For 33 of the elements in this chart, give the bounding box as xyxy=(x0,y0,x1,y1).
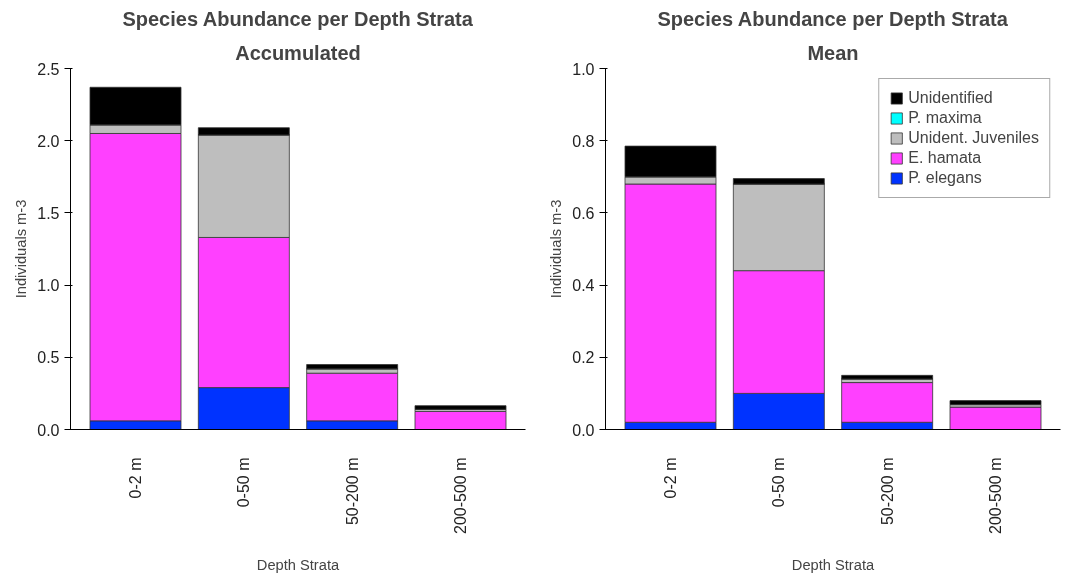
legend-label: Unidentified xyxy=(908,89,993,107)
x-tick-label: 0-2 m xyxy=(127,457,144,499)
x-tick-label: 200-500 m xyxy=(987,457,1004,534)
x-tick-label: 0-50 m xyxy=(235,457,253,508)
chart-subtitle: Mean xyxy=(807,41,859,64)
y-tick-label: 1.0 xyxy=(572,60,595,78)
x-axis-title: Depth Strata xyxy=(791,556,875,573)
y-tick-label: 0.8 xyxy=(572,132,595,150)
x-axis-title: Depth Strata xyxy=(256,556,340,573)
y-tick-label: 1.0 xyxy=(37,277,60,295)
legend-label: P. maxima xyxy=(908,109,982,127)
x-tick-label: 0-50 m xyxy=(770,457,788,508)
legend-label: Unident. Juveniles xyxy=(908,129,1039,147)
y-tick-label: 2.5 xyxy=(37,60,60,78)
x-tick-label: 50-200 m xyxy=(878,457,896,526)
chart-title: Species Abundance per Depth Strata xyxy=(122,7,474,30)
x-tick-label: 50-200 m xyxy=(343,457,361,526)
y-tick-label: 0.4 xyxy=(572,277,595,295)
chart-subtitle: Accumulated xyxy=(235,41,361,64)
y-tick-label: 0.6 xyxy=(572,204,595,222)
x-tick-label: 0-2 m xyxy=(662,457,679,499)
y-axis-title: Individuals m-3 xyxy=(13,199,30,299)
y-axis-title: Individuals m-3 xyxy=(548,199,565,299)
y-tick-label: 2.0 xyxy=(37,132,60,150)
y-tick-label: 0.5 xyxy=(37,349,60,367)
x-tick-label: 200-500 m xyxy=(452,457,469,534)
y-tick-label: 0.0 xyxy=(572,421,595,439)
legend-label: E. hamata xyxy=(908,149,982,167)
y-tick-label: 0.2 xyxy=(572,349,595,367)
y-tick-label: 1.5 xyxy=(37,204,60,222)
chart-title: Species Abundance per Depth Strata xyxy=(657,7,1009,30)
legend-label: P. elegans xyxy=(908,169,982,187)
y-tick-label: 0.0 xyxy=(37,421,60,439)
